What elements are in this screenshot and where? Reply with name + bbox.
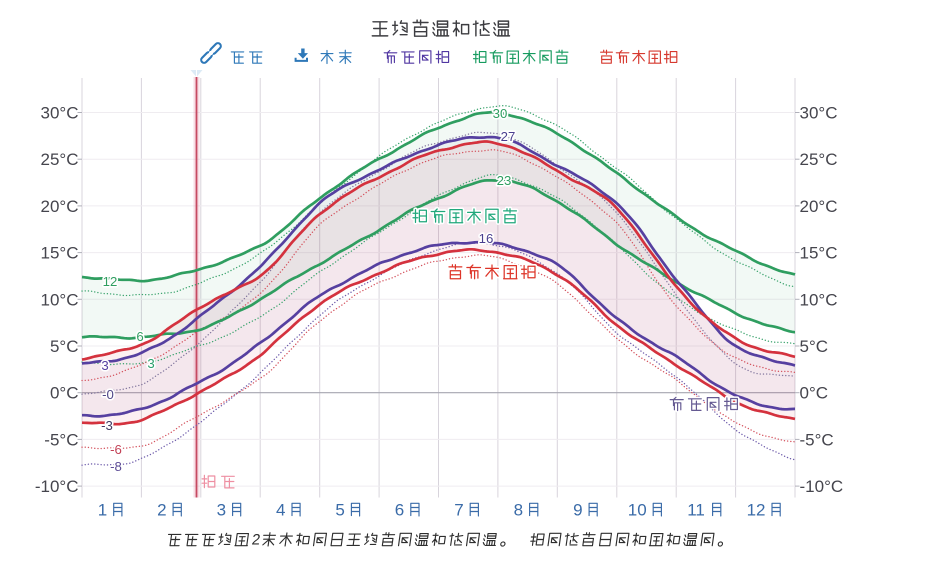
- svg-text:20°C: 20°C: [800, 197, 838, 216]
- svg-text:2: 2: [157, 501, 166, 520]
- svg-text:1: 1: [98, 501, 107, 520]
- svg-text:6: 6: [136, 329, 143, 344]
- svg-text:0°C: 0°C: [800, 384, 829, 403]
- svg-text:10°C: 10°C: [800, 290, 838, 309]
- svg-text:9: 9: [573, 501, 582, 520]
- svg-text:5: 5: [335, 501, 344, 520]
- svg-text:6: 6: [395, 501, 404, 520]
- svg-text:-8: -8: [110, 459, 122, 474]
- svg-text:12: 12: [747, 501, 766, 520]
- svg-text:3: 3: [217, 501, 226, 520]
- svg-text:8: 8: [514, 501, 523, 520]
- svg-text:25°C: 25°C: [800, 150, 838, 169]
- svg-text:-10°C: -10°C: [35, 477, 79, 496]
- svg-text:15°C: 15°C: [800, 244, 838, 263]
- svg-text:-0: -0: [102, 387, 114, 402]
- svg-text:-5°C: -5°C: [800, 430, 834, 449]
- svg-text:30°C: 30°C: [41, 104, 79, 123]
- svg-text:27: 27: [501, 129, 516, 144]
- svg-text:5°C: 5°C: [50, 337, 79, 356]
- svg-text:3: 3: [101, 358, 108, 373]
- svg-text:7: 7: [454, 501, 463, 520]
- svg-text:11: 11: [687, 501, 705, 520]
- svg-text:30: 30: [493, 106, 508, 121]
- svg-text:2: 2: [251, 532, 262, 549]
- svg-text:12: 12: [103, 274, 118, 289]
- svg-text:16: 16: [479, 231, 494, 246]
- svg-text:0°C: 0°C: [50, 384, 79, 403]
- svg-text:15°C: 15°C: [41, 244, 79, 263]
- svg-text:5°C: 5°C: [800, 337, 829, 356]
- svg-text:30°C: 30°C: [800, 104, 838, 123]
- svg-text:3: 3: [147, 356, 154, 371]
- svg-text:23: 23: [497, 173, 512, 188]
- svg-text:-10°C: -10°C: [800, 477, 844, 496]
- svg-text:4: 4: [276, 501, 285, 520]
- svg-text:-5°C: -5°C: [44, 430, 78, 449]
- svg-text:10°C: 10°C: [41, 290, 79, 309]
- svg-text:25°C: 25°C: [41, 150, 79, 169]
- svg-text:-6: -6: [110, 442, 122, 457]
- svg-text:10: 10: [628, 501, 647, 520]
- svg-text:-3: -3: [101, 418, 113, 433]
- svg-text:20°C: 20°C: [41, 197, 79, 216]
